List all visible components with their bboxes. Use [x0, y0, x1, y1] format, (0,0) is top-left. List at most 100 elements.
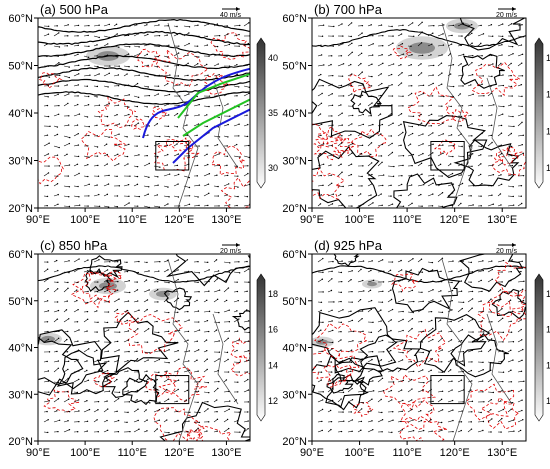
map-content	[38, 18, 250, 208]
x-tick-label: 120°E	[164, 214, 194, 226]
map-panel-2: (b) 700 hPa 20 m/s 90°E 100°E 110°E 120°E 130°…	[282, 2, 550, 226]
colorbar-label: 18	[268, 289, 278, 299]
y-tick-label: 30°N	[8, 156, 33, 168]
y-tick-label: 30°N	[8, 389, 33, 401]
x-tick-label: 110°E	[118, 447, 147, 459]
dashed-contour	[151, 106, 168, 120]
dashed-contour	[107, 270, 123, 282]
height-contour	[165, 254, 250, 287]
colorbar-label: 18	[546, 289, 550, 299]
dashed-contour	[153, 407, 205, 441]
map-panel-4: (d) 925 hPa 20 m/s 90°E 100°E 110°E 120°E 130°…	[282, 238, 550, 459]
x-tick-label: 120°E	[440, 447, 470, 459]
panel-title: (a) 500 hPa	[40, 2, 109, 17]
coastline	[212, 77, 239, 169]
colorbar-label: 14	[546, 126, 550, 136]
dashed-contour	[331, 137, 355, 155]
dashed-contour	[153, 138, 200, 172]
wind-speed-shading-core	[409, 42, 435, 54]
y-tick-label: 20°N	[282, 436, 307, 448]
wind-vector-field	[317, 21, 525, 208]
y-tick-label: 20°N	[8, 203, 33, 215]
x-tick-label: 130°E	[211, 214, 241, 226]
height-contour	[231, 310, 250, 331]
map-panel-3: (c) 850 hPa 20 m/s 90°E 100°E 110°E 120°E 130°…	[8, 238, 278, 459]
region-box	[155, 141, 190, 171]
dashed-contour	[480, 396, 520, 430]
colorbar-label: 14	[546, 360, 550, 370]
map-panel-1: (a) 500 hPa 40 m/s 90°E 100°E 110°E 120°E 130°…	[8, 2, 278, 226]
dashed-contour	[314, 322, 367, 360]
map-content	[312, 254, 526, 441]
colorbar-label: 12	[268, 396, 278, 406]
height-contour	[159, 401, 250, 441]
height-contour	[450, 332, 509, 378]
colorbar-label: 14	[268, 360, 278, 370]
colorbar-label: 16	[546, 90, 550, 100]
dashed-contour	[466, 383, 515, 421]
dashed-contour	[400, 399, 435, 430]
x-tick-label: 100°E	[70, 214, 100, 226]
height-contour	[38, 18, 250, 33]
dashed-contour	[353, 401, 374, 417]
wind-vector-field	[43, 22, 250, 208]
wind-speed-shading-core	[454, 22, 470, 30]
dashed-contour	[197, 425, 236, 441]
dashed-contour	[407, 85, 456, 125]
dashed-contour	[312, 123, 329, 149]
dashed-contour	[145, 372, 178, 398]
x-tick-label: 90°E	[300, 447, 324, 459]
x-tick-label: 120°E	[440, 214, 470, 226]
dashed-contour	[391, 273, 418, 292]
reference-vector-label: 40 m/s	[220, 12, 242, 19]
x-tick-label: 110°E	[118, 214, 147, 226]
y-tick-label: 60°N	[8, 249, 33, 261]
reference-vector-label: 20 m/s	[496, 248, 518, 255]
height-contour	[312, 29, 526, 48]
height-contour	[56, 349, 116, 395]
reference-vector-label: 20 m/s	[220, 248, 242, 255]
dashed-contour	[350, 128, 387, 158]
height-contour	[459, 254, 524, 292]
dashed-contour	[313, 136, 351, 161]
dashed-contour	[158, 366, 207, 402]
y-tick-label: 50°N	[282, 296, 307, 308]
region-box	[155, 375, 190, 405]
height-contour	[460, 53, 505, 89]
height-contour	[89, 255, 123, 279]
blue-line	[172, 108, 250, 164]
dashed-contour	[81, 271, 116, 302]
height-contour	[312, 146, 380, 208]
y-tick-label: 60°N	[8, 13, 33, 25]
height-contour	[459, 18, 526, 51]
height-contour	[325, 374, 369, 411]
dashed-contour	[323, 364, 354, 388]
colorbar-label: 30	[268, 163, 278, 173]
dashed-contour	[471, 61, 522, 97]
dashed-contour	[451, 109, 469, 122]
height-contour	[312, 354, 367, 409]
wind-speed-shading-core	[367, 281, 377, 287]
x-tick-label: 110°E	[392, 447, 421, 459]
colorbar	[256, 37, 266, 189]
reference-vector-label: 20 m/s	[496, 12, 518, 19]
x-tick-label: 90°E	[26, 447, 50, 459]
dashed-contour	[210, 32, 250, 60]
x-tick-label: 90°E	[300, 214, 324, 226]
dashed-contour	[494, 261, 526, 297]
y-tick-label: 40°N	[282, 108, 307, 120]
reference-vector-head	[512, 243, 516, 247]
panel-title: (c) 850 hPa	[40, 238, 108, 253]
dashed-contour	[97, 96, 137, 129]
colorbar	[534, 273, 544, 422]
height-contour	[334, 355, 384, 386]
coastline	[167, 22, 199, 208]
colorbar-label: 35	[268, 108, 278, 118]
x-tick-label: 130°E	[487, 447, 517, 459]
green-line	[182, 98, 250, 137]
height-contour	[38, 329, 104, 396]
y-tick-label: 50°N	[282, 61, 307, 73]
dashed-contour	[155, 48, 210, 88]
dashed-contour	[491, 146, 526, 176]
